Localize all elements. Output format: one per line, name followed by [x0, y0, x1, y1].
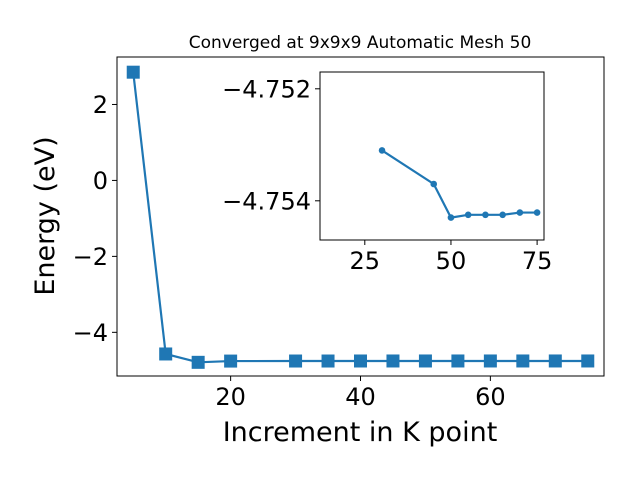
inset-data-point [464, 211, 472, 219]
inset-x-tick-label: 75 [522, 247, 553, 275]
inset-data-point [482, 211, 489, 219]
main-chart: Converged at 9x9x9 Automatic Mesh 50 20 4… [30, 33, 605, 448]
inset-axes-frame [319, 71, 545, 241]
inset-y-tick-label: −4.754 [222, 187, 311, 215]
main-data-point [548, 354, 562, 368]
main-x-tick-label: 60 [475, 383, 506, 411]
main-data-point [224, 354, 238, 368]
inset-x-ticks: 25 50 75 [350, 240, 553, 275]
main-y-tick-label: −4 [73, 319, 108, 347]
main-data-point [581, 354, 595, 368]
inset-x-tick-label: 25 [350, 247, 381, 275]
main-data-point [354, 354, 367, 368]
inset-background [320, 72, 544, 240]
main-data-point [516, 354, 530, 368]
main-data-point [483, 354, 497, 368]
inset-y-ticks: −4.754 −4.752 [222, 75, 320, 215]
inset-data-point [378, 147, 386, 154]
chart-title: Converged at 9x9x9 Automatic Mesh 50 [189, 33, 532, 53]
inset-data-point [430, 180, 438, 188]
main-x-ticks: 20 40 60 [215, 376, 506, 411]
inset-plot-area [378, 147, 541, 221]
inset-x-tick-label: 50 [436, 247, 467, 275]
main-data-point [289, 354, 303, 368]
main-plot-area [126, 65, 595, 369]
main-data-point [386, 354, 400, 368]
inset-data-point [533, 209, 541, 216]
y-axis-label: Energy (eV) [30, 136, 61, 295]
x-axis-label: Increment in K point [223, 417, 498, 448]
main-data-point [418, 354, 432, 368]
main-data-point [159, 347, 173, 361]
main-x-tick-label: 20 [215, 383, 246, 411]
main-y-tick-label: −2 [73, 243, 108, 271]
inset-chart: 25 50 75 −4.754 −4.752 [222, 71, 553, 275]
inset-data-point [516, 209, 524, 216]
inset-data-point [499, 211, 506, 219]
main-y-tick-label: 2 [93, 91, 108, 119]
main-x-tick-label: 40 [345, 383, 376, 411]
main-data-point [191, 355, 205, 369]
main-y-ticks: 2 0 −2 −4 [73, 91, 117, 347]
main-data-point [126, 65, 140, 79]
main-data-point [321, 354, 335, 368]
inset-y-tick-label: −4.752 [222, 75, 311, 103]
main-y-tick-label: 0 [93, 167, 108, 195]
main-data-point [451, 354, 465, 368]
inset-data-point [447, 214, 455, 221]
